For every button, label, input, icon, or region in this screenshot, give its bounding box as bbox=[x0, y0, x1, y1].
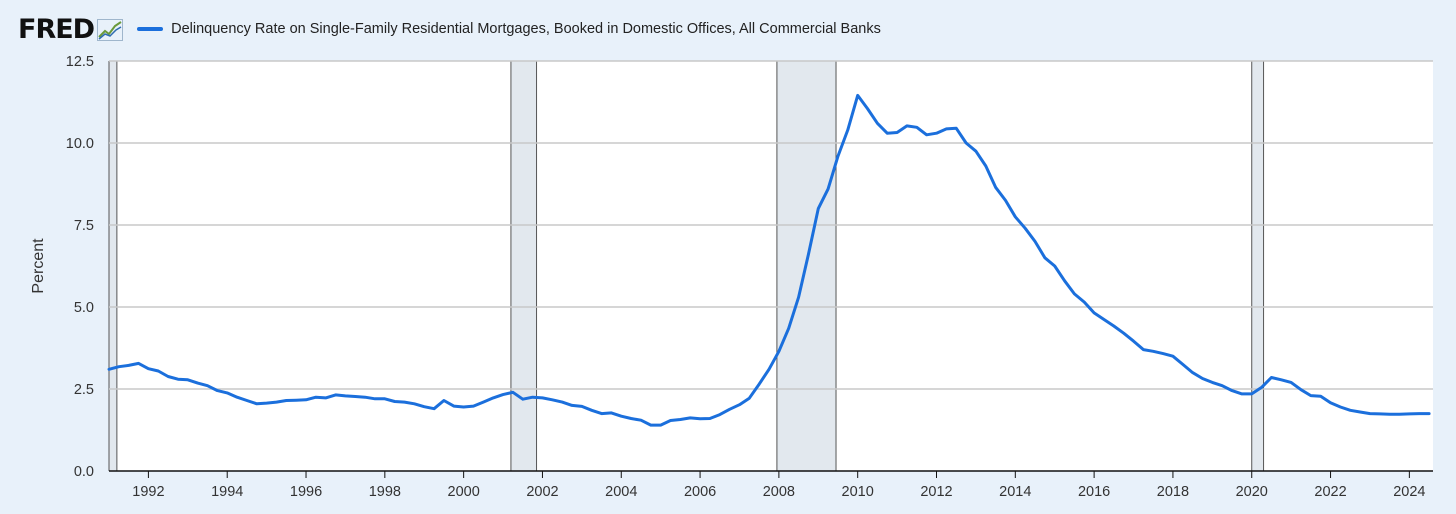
x-tick-label: 2010 bbox=[842, 484, 874, 500]
recession-band-3 bbox=[1251, 61, 1264, 471]
plot-area bbox=[109, 61, 1433, 471]
series-line bbox=[107, 93, 1431, 427]
x-axis: 1992 1994 1996 1998 2000 2002 2004 2006 2008 2010… bbox=[132, 471, 1425, 500]
x-tick-label: 2020 bbox=[1236, 484, 1268, 500]
x-tick-label: 1994 bbox=[211, 484, 243, 500]
x-tick-label: 1998 bbox=[369, 484, 401, 500]
x-tick-label: 2008 bbox=[763, 484, 795, 500]
recession-band-0 bbox=[109, 61, 117, 471]
x-tick-label: 1992 bbox=[132, 484, 164, 500]
x-tick-label: 2018 bbox=[1157, 484, 1189, 500]
grid-lines bbox=[109, 60, 1433, 390]
x-tick-label: 2016 bbox=[1078, 484, 1110, 500]
x-tick-label: 2024 bbox=[1393, 484, 1425, 500]
x-tick-label: 2012 bbox=[920, 484, 952, 500]
legend-swatch bbox=[137, 27, 164, 31]
legend-label: Delinquency Rate on Single-Family Reside… bbox=[171, 21, 881, 37]
x-tick-label: 2022 bbox=[1314, 484, 1346, 500]
y-tick-label: 0.0 bbox=[74, 464, 94, 480]
x-tick-label: 2014 bbox=[999, 484, 1031, 500]
x-tick-label: 2004 bbox=[605, 484, 637, 500]
x-tick-label: 1996 bbox=[290, 484, 322, 500]
y-axis-title: Percent bbox=[30, 238, 47, 294]
fred-logo[interactable]: FRED bbox=[18, 13, 95, 45]
legend: Delinquency Rate on Single-Family Reside… bbox=[137, 21, 881, 37]
x-tick-label: 2006 bbox=[684, 484, 716, 500]
x-tick-label: 2000 bbox=[448, 484, 480, 500]
y-tick-label: 10.0 bbox=[66, 136, 94, 152]
y-tick-label: 2.5 bbox=[74, 382, 94, 398]
line-chart-icon bbox=[97, 19, 124, 41]
chart-header: FRED Delinquency Rate on Single-Family R… bbox=[18, 12, 881, 46]
y-axis: 0.0 2.5 5.0 7.5 10.0 12.5 bbox=[66, 54, 94, 480]
y-tick-label: 7.5 bbox=[74, 218, 94, 234]
y-tick-label: 12.5 bbox=[66, 54, 94, 70]
recession-band-1 bbox=[510, 61, 537, 471]
x-tick-label: 2002 bbox=[526, 484, 558, 500]
y-tick-label: 5.0 bbox=[74, 300, 94, 316]
